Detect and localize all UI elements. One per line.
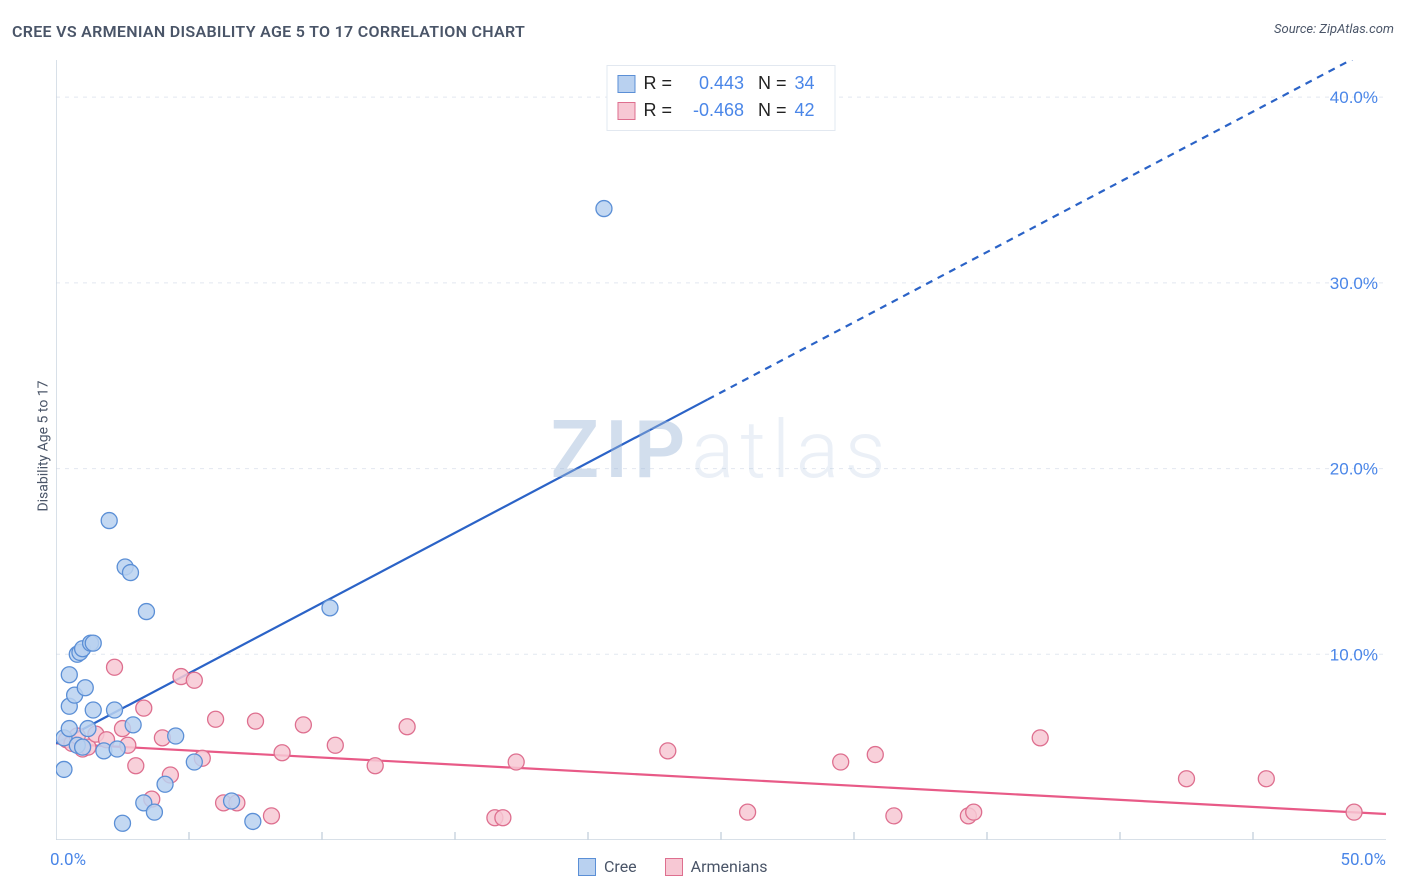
r-value: -0.468 bbox=[680, 97, 744, 124]
source-attribution: Source: ZipAtlas.com bbox=[1274, 22, 1394, 37]
svg-text:40.0%: 40.0% bbox=[1330, 88, 1378, 107]
chart-title: CREE VS ARMENIAN DISABILITY AGE 5 TO 17 … bbox=[12, 22, 1394, 41]
r-value: 0.443 bbox=[680, 70, 744, 97]
y-axis-label: Disability Age 5 to 17 bbox=[36, 380, 52, 511]
r-label: R = bbox=[643, 70, 672, 97]
r-label: R = bbox=[643, 97, 672, 124]
correlation-legend: R = 0.443 N = 34 R = -0.468 N = 42 bbox=[606, 65, 835, 131]
series-legend: Cree Armenians bbox=[578, 857, 768, 876]
svg-text:20.0%: 20.0% bbox=[1330, 460, 1378, 479]
legend-swatch bbox=[578, 858, 596, 876]
x-max-label: 50.0% bbox=[1340, 850, 1386, 870]
x-min-label: 0.0% bbox=[50, 850, 86, 870]
legend-swatch bbox=[617, 102, 635, 120]
n-value: 34 bbox=[795, 70, 825, 97]
svg-text:30.0%: 30.0% bbox=[1330, 274, 1378, 293]
correlation-row: R = 0.443 N = 34 bbox=[617, 70, 824, 97]
series-legend-item: Cree bbox=[578, 857, 637, 876]
n-label: N = bbox=[758, 97, 787, 124]
correlation-row: R = -0.468 N = 42 bbox=[617, 97, 824, 124]
series-label: Armenians bbox=[691, 857, 768, 876]
scatter-plot: 10.0%20.0%30.0%40.0% ZIPatlas R =0.443N … bbox=[56, 60, 1386, 840]
series-legend-item: Armenians bbox=[665, 857, 768, 876]
n-label: N = bbox=[758, 70, 787, 97]
n-value: 42 bbox=[795, 97, 825, 124]
legend-swatch bbox=[617, 75, 635, 93]
legend-swatch bbox=[665, 858, 683, 876]
svg-text:10.0%: 10.0% bbox=[1330, 645, 1378, 664]
series-label: Cree bbox=[604, 857, 637, 876]
